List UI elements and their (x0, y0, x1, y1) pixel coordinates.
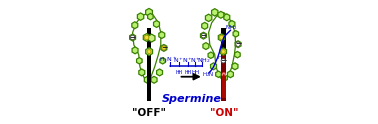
Text: H: H (175, 70, 180, 75)
Circle shape (222, 50, 225, 54)
Text: $\mathregular{H_3N}^+$: $\mathregular{H_3N}^+$ (159, 56, 177, 65)
Polygon shape (222, 75, 227, 81)
Text: H: H (192, 70, 196, 75)
Circle shape (147, 50, 151, 54)
Polygon shape (211, 63, 217, 70)
Text: $\mathregular{N}^+$: $\mathregular{N}^+$ (173, 56, 184, 65)
Text: −: − (200, 31, 207, 40)
Polygon shape (156, 69, 163, 76)
Polygon shape (144, 76, 150, 83)
Polygon shape (220, 48, 226, 55)
Text: "ON": "ON" (209, 108, 238, 118)
Polygon shape (136, 58, 142, 64)
Bar (147, 28, 151, 101)
Polygon shape (146, 8, 152, 16)
Polygon shape (139, 69, 145, 76)
Text: −: − (220, 56, 226, 65)
Circle shape (130, 35, 135, 40)
Text: Spermine: Spermine (161, 94, 222, 104)
Circle shape (219, 35, 223, 40)
Text: $\mathregular{H_2N}$: $\mathregular{H_2N}$ (202, 70, 214, 79)
Text: H: H (194, 70, 198, 75)
Text: $\mathregular{NH_2}$: $\mathregular{NH_2}$ (225, 23, 237, 31)
Polygon shape (143, 34, 150, 41)
Text: H: H (184, 70, 189, 75)
Text: "OFF": "OFF" (132, 108, 166, 118)
Polygon shape (151, 76, 157, 83)
Polygon shape (216, 71, 221, 78)
Circle shape (144, 35, 149, 40)
Polygon shape (212, 9, 218, 16)
Polygon shape (148, 13, 153, 20)
Text: $\mathregular{N}^+$: $\mathregular{N}^+$ (182, 56, 193, 65)
Text: $\mathregular{N}^+$: $\mathregular{N}^+$ (190, 56, 200, 65)
Polygon shape (235, 41, 241, 48)
Polygon shape (159, 32, 165, 38)
Polygon shape (148, 34, 155, 42)
Bar (222, 55, 226, 101)
Circle shape (162, 46, 166, 50)
Polygon shape (160, 58, 166, 64)
Polygon shape (235, 51, 240, 58)
Circle shape (221, 59, 226, 63)
Circle shape (201, 33, 206, 38)
Circle shape (236, 42, 240, 46)
Polygon shape (233, 31, 239, 37)
Polygon shape (153, 21, 160, 27)
Polygon shape (132, 47, 138, 54)
Text: −: − (161, 43, 167, 52)
Polygon shape (137, 13, 144, 20)
Bar (222, 72, 226, 98)
Text: −: − (129, 33, 136, 42)
Polygon shape (208, 52, 214, 58)
Polygon shape (229, 21, 235, 27)
Polygon shape (200, 32, 206, 39)
Polygon shape (130, 34, 136, 41)
Polygon shape (218, 11, 224, 18)
Text: $\mathregular{NH_2}$: $\mathregular{NH_2}$ (197, 56, 210, 65)
Polygon shape (202, 22, 208, 29)
Polygon shape (161, 45, 167, 51)
Text: H: H (187, 70, 191, 75)
Circle shape (162, 46, 166, 50)
Text: −: − (235, 39, 241, 48)
Polygon shape (205, 14, 212, 22)
Text: H: H (178, 70, 182, 75)
Bar (222, 28, 226, 55)
Polygon shape (224, 14, 230, 21)
Text: H: H (217, 55, 222, 60)
Polygon shape (228, 71, 234, 78)
Polygon shape (232, 63, 238, 70)
Polygon shape (218, 34, 225, 41)
Polygon shape (146, 48, 153, 56)
Polygon shape (132, 22, 138, 29)
Polygon shape (203, 43, 209, 49)
